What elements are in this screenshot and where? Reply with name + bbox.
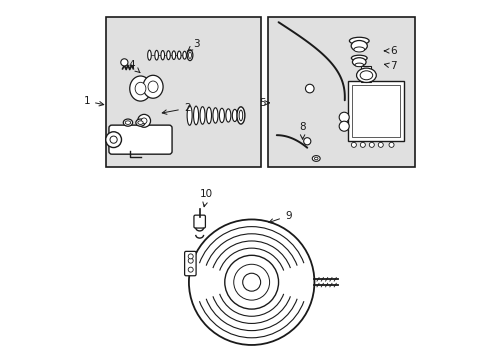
Circle shape (360, 142, 365, 147)
Ellipse shape (193, 106, 198, 125)
Ellipse shape (314, 157, 317, 160)
Circle shape (339, 121, 348, 131)
Text: 9: 9 (268, 211, 291, 223)
Circle shape (233, 264, 269, 300)
Ellipse shape (135, 82, 145, 95)
Ellipse shape (312, 156, 320, 161)
Ellipse shape (232, 109, 237, 122)
Ellipse shape (206, 107, 211, 124)
Ellipse shape (148, 81, 158, 93)
Text: 3: 3 (187, 40, 199, 51)
Ellipse shape (172, 51, 175, 59)
Circle shape (305, 84, 313, 93)
Ellipse shape (225, 109, 230, 122)
Ellipse shape (188, 52, 191, 58)
Circle shape (188, 258, 193, 263)
Ellipse shape (138, 121, 143, 125)
Bar (351, 85, 400, 137)
Text: 5: 5 (259, 98, 269, 108)
Ellipse shape (177, 51, 181, 59)
Circle shape (339, 112, 348, 122)
Circle shape (188, 267, 193, 272)
Circle shape (188, 220, 314, 345)
Ellipse shape (237, 107, 244, 124)
Ellipse shape (147, 50, 151, 60)
Text: 4: 4 (128, 60, 140, 73)
Ellipse shape (239, 110, 242, 121)
Text: 6: 6 (384, 46, 396, 56)
Ellipse shape (166, 51, 170, 60)
Circle shape (137, 114, 150, 127)
Circle shape (105, 132, 121, 148)
Circle shape (351, 142, 356, 147)
Ellipse shape (351, 55, 366, 61)
Circle shape (378, 142, 383, 147)
FancyBboxPatch shape (194, 215, 205, 228)
Ellipse shape (183, 51, 186, 59)
Text: 10: 10 (200, 189, 213, 207)
Circle shape (224, 255, 278, 309)
Ellipse shape (212, 108, 218, 123)
Ellipse shape (129, 76, 151, 101)
Ellipse shape (161, 50, 164, 60)
Text: 2: 2 (162, 103, 190, 114)
FancyBboxPatch shape (109, 125, 172, 154)
Circle shape (110, 136, 117, 143)
Ellipse shape (349, 37, 368, 44)
Bar (361, 66, 371, 82)
Text: 8: 8 (299, 122, 305, 139)
Circle shape (141, 118, 147, 124)
Circle shape (242, 273, 260, 291)
Circle shape (188, 254, 193, 259)
Bar (348, 81, 403, 140)
Bar (106, 17, 260, 167)
Circle shape (388, 142, 393, 147)
Ellipse shape (125, 121, 130, 125)
Ellipse shape (360, 71, 372, 80)
Ellipse shape (354, 63, 363, 67)
Ellipse shape (187, 105, 192, 125)
Ellipse shape (219, 108, 224, 123)
Bar (267, 17, 414, 167)
Ellipse shape (187, 50, 192, 60)
FancyBboxPatch shape (184, 251, 196, 276)
Circle shape (368, 142, 373, 147)
Circle shape (303, 138, 310, 145)
Ellipse shape (155, 50, 158, 60)
Ellipse shape (353, 47, 364, 52)
Ellipse shape (200, 107, 204, 124)
Circle shape (121, 59, 128, 66)
Ellipse shape (123, 119, 132, 126)
Ellipse shape (352, 58, 366, 66)
Ellipse shape (136, 119, 145, 126)
Ellipse shape (350, 41, 366, 51)
Ellipse shape (356, 68, 376, 82)
Ellipse shape (142, 75, 163, 98)
Text: 1: 1 (83, 96, 103, 106)
Text: 7: 7 (384, 61, 396, 71)
